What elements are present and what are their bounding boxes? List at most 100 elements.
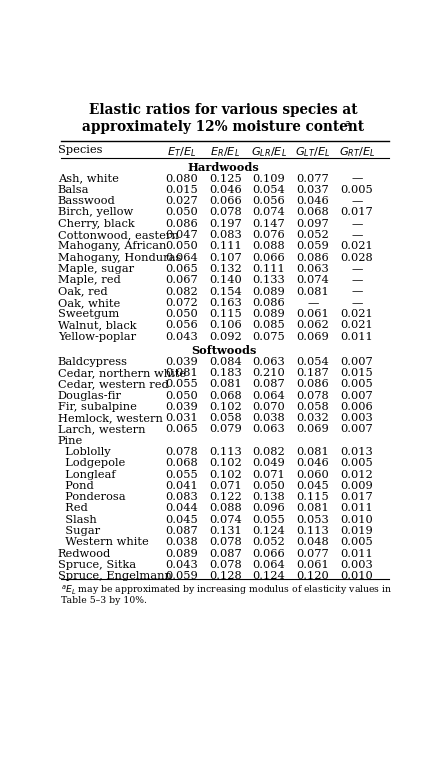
Text: 0.046: 0.046 bbox=[296, 458, 329, 468]
Text: Western white: Western white bbox=[58, 537, 149, 547]
Text: Basswood: Basswood bbox=[58, 196, 116, 206]
Text: 0.096: 0.096 bbox=[253, 503, 286, 513]
Text: 0.041: 0.041 bbox=[165, 481, 198, 491]
Text: 0.086: 0.086 bbox=[296, 379, 329, 389]
Text: 0.043: 0.043 bbox=[165, 332, 198, 342]
Text: Fir, subalpine: Fir, subalpine bbox=[58, 402, 137, 412]
Text: 0.078: 0.078 bbox=[165, 447, 198, 457]
Text: 0.079: 0.079 bbox=[209, 425, 242, 435]
Text: 0.133: 0.133 bbox=[253, 275, 286, 285]
Text: 0.138: 0.138 bbox=[253, 492, 286, 502]
Text: 0.006: 0.006 bbox=[341, 402, 373, 412]
Text: 0.063: 0.063 bbox=[253, 357, 286, 367]
Text: Red: Red bbox=[58, 503, 88, 513]
Text: Hardwoods: Hardwoods bbox=[187, 162, 259, 173]
Text: 0.086: 0.086 bbox=[165, 219, 198, 228]
Text: 0.071: 0.071 bbox=[253, 470, 286, 480]
Text: 0.046: 0.046 bbox=[209, 185, 242, 195]
Text: approximately 12% moisture content: approximately 12% moisture content bbox=[82, 120, 364, 134]
Text: 0.050: 0.050 bbox=[165, 208, 198, 218]
Text: 0.068: 0.068 bbox=[296, 208, 329, 218]
Text: 0.064: 0.064 bbox=[165, 253, 198, 263]
Text: 0.050: 0.050 bbox=[165, 309, 198, 319]
Text: 0.058: 0.058 bbox=[296, 402, 329, 412]
Text: 0.077: 0.077 bbox=[296, 549, 329, 558]
Text: 0.128: 0.128 bbox=[209, 571, 242, 581]
Text: 0.107: 0.107 bbox=[209, 253, 242, 263]
Text: Hemlock, western: Hemlock, western bbox=[58, 413, 163, 423]
Text: 0.072: 0.072 bbox=[165, 298, 198, 308]
Text: 0.047: 0.047 bbox=[165, 230, 198, 240]
Text: 0.032: 0.032 bbox=[296, 413, 329, 423]
Text: Birch, yellow: Birch, yellow bbox=[58, 208, 133, 218]
Text: —: — bbox=[351, 275, 363, 285]
Text: 0.005: 0.005 bbox=[341, 379, 373, 389]
Text: —: — bbox=[351, 219, 363, 228]
Text: 0.007: 0.007 bbox=[341, 357, 373, 367]
Text: 0.052: 0.052 bbox=[296, 230, 329, 240]
Text: $G_{LR}/E_L$: $G_{LR}/E_L$ bbox=[251, 145, 287, 159]
Text: Mahogany, Honduras: Mahogany, Honduras bbox=[58, 253, 181, 263]
Text: 0.124: 0.124 bbox=[253, 571, 286, 581]
Text: 0.005: 0.005 bbox=[341, 458, 373, 468]
Text: $E_T/E_L$: $E_T/E_L$ bbox=[167, 145, 196, 159]
Text: 0.031: 0.031 bbox=[165, 413, 198, 423]
Text: 0.081: 0.081 bbox=[296, 447, 329, 457]
Text: —: — bbox=[351, 286, 363, 296]
Text: Mahogany, African: Mahogany, African bbox=[58, 241, 166, 251]
Text: 0.102: 0.102 bbox=[209, 402, 242, 412]
Text: 0.013: 0.013 bbox=[341, 447, 373, 457]
Text: 0.074: 0.074 bbox=[296, 275, 329, 285]
Text: 0.089: 0.089 bbox=[165, 549, 198, 558]
Text: Pond: Pond bbox=[58, 481, 94, 491]
Text: 0.009: 0.009 bbox=[341, 481, 373, 491]
Text: 0.015: 0.015 bbox=[341, 368, 373, 378]
Text: 0.039: 0.039 bbox=[165, 402, 198, 412]
Text: 0.058: 0.058 bbox=[209, 413, 242, 423]
Text: 0.066: 0.066 bbox=[253, 549, 286, 558]
Text: Baldcypress: Baldcypress bbox=[58, 357, 128, 367]
Text: 0.071: 0.071 bbox=[209, 481, 242, 491]
Text: Pine: Pine bbox=[58, 435, 83, 445]
Text: Cherry, black: Cherry, black bbox=[58, 219, 134, 228]
Text: 0.111: 0.111 bbox=[209, 241, 242, 251]
Text: 0.059: 0.059 bbox=[165, 571, 198, 581]
Text: 0.015: 0.015 bbox=[165, 185, 198, 195]
Text: Spruce, Sitka: Spruce, Sitka bbox=[58, 560, 136, 570]
Text: 0.082: 0.082 bbox=[253, 447, 286, 457]
Text: 0.132: 0.132 bbox=[209, 264, 242, 274]
Text: 0.083: 0.083 bbox=[209, 230, 242, 240]
Text: Longleaf: Longleaf bbox=[58, 470, 116, 480]
Text: Loblolly: Loblolly bbox=[58, 447, 110, 457]
Text: 0.106: 0.106 bbox=[209, 320, 242, 330]
Text: Sweetgum: Sweetgum bbox=[58, 309, 119, 319]
Text: 0.081: 0.081 bbox=[165, 368, 198, 378]
Text: —: — bbox=[351, 230, 363, 240]
Text: 0.039: 0.039 bbox=[165, 357, 198, 367]
Text: 0.046: 0.046 bbox=[296, 196, 329, 206]
Text: 0.088: 0.088 bbox=[209, 503, 242, 513]
Text: 0.003: 0.003 bbox=[341, 413, 373, 423]
Text: 0.043: 0.043 bbox=[165, 560, 198, 570]
Text: 0.210: 0.210 bbox=[253, 368, 286, 378]
Text: 0.005: 0.005 bbox=[341, 185, 373, 195]
Text: 0.065: 0.065 bbox=[165, 264, 198, 274]
Text: 0.050: 0.050 bbox=[165, 241, 198, 251]
Text: Cottonwood, eastern: Cottonwood, eastern bbox=[58, 230, 179, 240]
Text: 0.078: 0.078 bbox=[296, 390, 329, 400]
Text: 0.062: 0.062 bbox=[296, 320, 329, 330]
Text: 0.011: 0.011 bbox=[341, 503, 373, 513]
Text: 0.054: 0.054 bbox=[296, 357, 329, 367]
Text: 0.007: 0.007 bbox=[341, 425, 373, 435]
Text: 0.038: 0.038 bbox=[165, 537, 198, 547]
Text: 0.050: 0.050 bbox=[165, 390, 198, 400]
Text: 0.087: 0.087 bbox=[209, 549, 242, 558]
Text: 0.011: 0.011 bbox=[341, 549, 373, 558]
Text: 0.086: 0.086 bbox=[296, 253, 329, 263]
Text: 0.102: 0.102 bbox=[209, 470, 242, 480]
Text: 0.061: 0.061 bbox=[296, 309, 329, 319]
Text: 0.068: 0.068 bbox=[165, 458, 198, 468]
Text: 0.089: 0.089 bbox=[253, 286, 286, 296]
Text: 0.085: 0.085 bbox=[253, 320, 286, 330]
Text: 0.049: 0.049 bbox=[253, 458, 286, 468]
